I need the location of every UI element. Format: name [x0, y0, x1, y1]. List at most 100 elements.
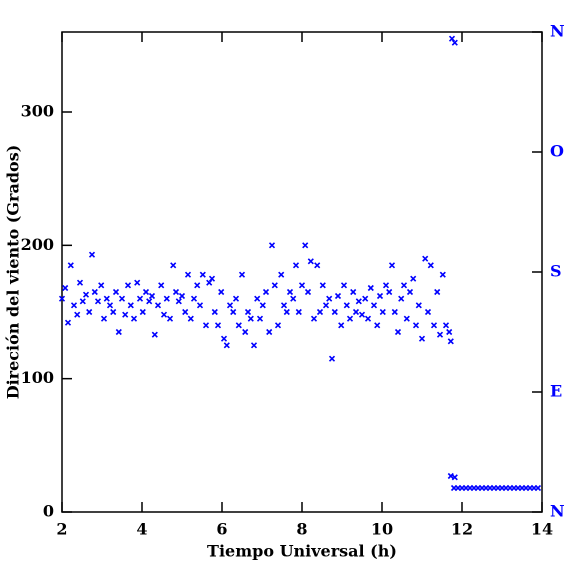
- point-stroke: [415, 302, 422, 309]
- point-stroke: [394, 328, 402, 336]
- point: [142, 288, 150, 296]
- point: [362, 295, 369, 302]
- point: [439, 271, 446, 278]
- point: [220, 335, 228, 342]
- point-stroke: [302, 242, 309, 249]
- point: [319, 282, 326, 289]
- point: [316, 308, 324, 316]
- point: [334, 292, 342, 300]
- point-stroke: [148, 292, 156, 300]
- point: [124, 282, 132, 289]
- point-stroke: [430, 322, 438, 329]
- point-stroke: [447, 338, 454, 345]
- point-stroke: [447, 472, 454, 480]
- point: [304, 288, 312, 296]
- point: [148, 292, 156, 300]
- point-stroke: [436, 331, 444, 338]
- point: [172, 288, 180, 296]
- point: [374, 322, 381, 329]
- point: [367, 284, 374, 292]
- point: [394, 328, 402, 336]
- point: [151, 331, 158, 338]
- point-stroke: [184, 271, 192, 278]
- point: [74, 311, 81, 318]
- point: [376, 292, 384, 300]
- point-stroke: [232, 295, 240, 302]
- point: [194, 282, 201, 289]
- point: [338, 322, 345, 329]
- point-stroke: [64, 319, 72, 326]
- point-stroke: [166, 315, 174, 322]
- point-stroke: [367, 284, 374, 292]
- point-stroke: [434, 288, 441, 296]
- point-stroke: [247, 315, 254, 322]
- point: [82, 291, 90, 298]
- point: [398, 295, 405, 302]
- point: [259, 302, 266, 309]
- point-stroke: [403, 315, 410, 322]
- point-stroke: [364, 315, 372, 322]
- point-stroke: [286, 288, 294, 296]
- point-stroke: [256, 315, 264, 322]
- point-stroke: [230, 308, 237, 316]
- point-stroke: [418, 335, 426, 342]
- point: [206, 279, 213, 286]
- point-stroke: [376, 292, 384, 300]
- point: [184, 271, 192, 278]
- point: [256, 315, 264, 322]
- point-stroke: [343, 302, 350, 309]
- point-stroke: [106, 302, 114, 309]
- point: [448, 35, 456, 42]
- point-stroke: [412, 322, 420, 329]
- point-stroke: [451, 39, 458, 46]
- point-stroke: [352, 308, 360, 316]
- point: [178, 292, 186, 300]
- point: [79, 298, 86, 305]
- point: [250, 342, 258, 349]
- point-stroke: [259, 302, 266, 309]
- point-stroke: [94, 298, 102, 305]
- point: [350, 288, 357, 296]
- point-stroke: [88, 251, 96, 258]
- point: [427, 262, 434, 269]
- point: [436, 331, 444, 338]
- point-stroke: [355, 298, 362, 305]
- point: [415, 302, 422, 309]
- point-stroke: [82, 291, 90, 298]
- point-stroke: [283, 308, 290, 316]
- point-stroke: [271, 282, 278, 289]
- point-stroke: [136, 295, 144, 302]
- point-stroke: [196, 302, 204, 309]
- point: [295, 308, 302, 316]
- point: [139, 308, 146, 316]
- x-tick-label: 4: [136, 520, 147, 539]
- point: [214, 322, 222, 329]
- point: [230, 308, 237, 316]
- point-stroke: [208, 275, 216, 282]
- point-stroke: [112, 288, 120, 296]
- point-stroke: [194, 282, 201, 289]
- point: [242, 328, 249, 336]
- point-stroke: [115, 328, 122, 336]
- point-stroke: [439, 271, 446, 278]
- point-stroke: [250, 342, 258, 349]
- y2-tick-label: S: [550, 262, 562, 281]
- point: [64, 319, 72, 326]
- point: [94, 298, 102, 305]
- point-stroke: [451, 474, 458, 481]
- y-tick-label: 200: [21, 235, 54, 254]
- point-stroke: [374, 322, 381, 329]
- point-stroke: [91, 288, 98, 296]
- point: [223, 342, 230, 349]
- point-stroke: [338, 322, 345, 329]
- point: [310, 315, 318, 322]
- y2-tick-label: O: [550, 142, 564, 161]
- point-stroke: [151, 331, 158, 338]
- point-stroke: [534, 484, 542, 492]
- point: [418, 335, 426, 342]
- point: [112, 288, 120, 296]
- point-stroke: [262, 288, 270, 296]
- point-stroke: [178, 292, 186, 300]
- point-stroke: [158, 282, 165, 289]
- point-stroke: [154, 302, 162, 309]
